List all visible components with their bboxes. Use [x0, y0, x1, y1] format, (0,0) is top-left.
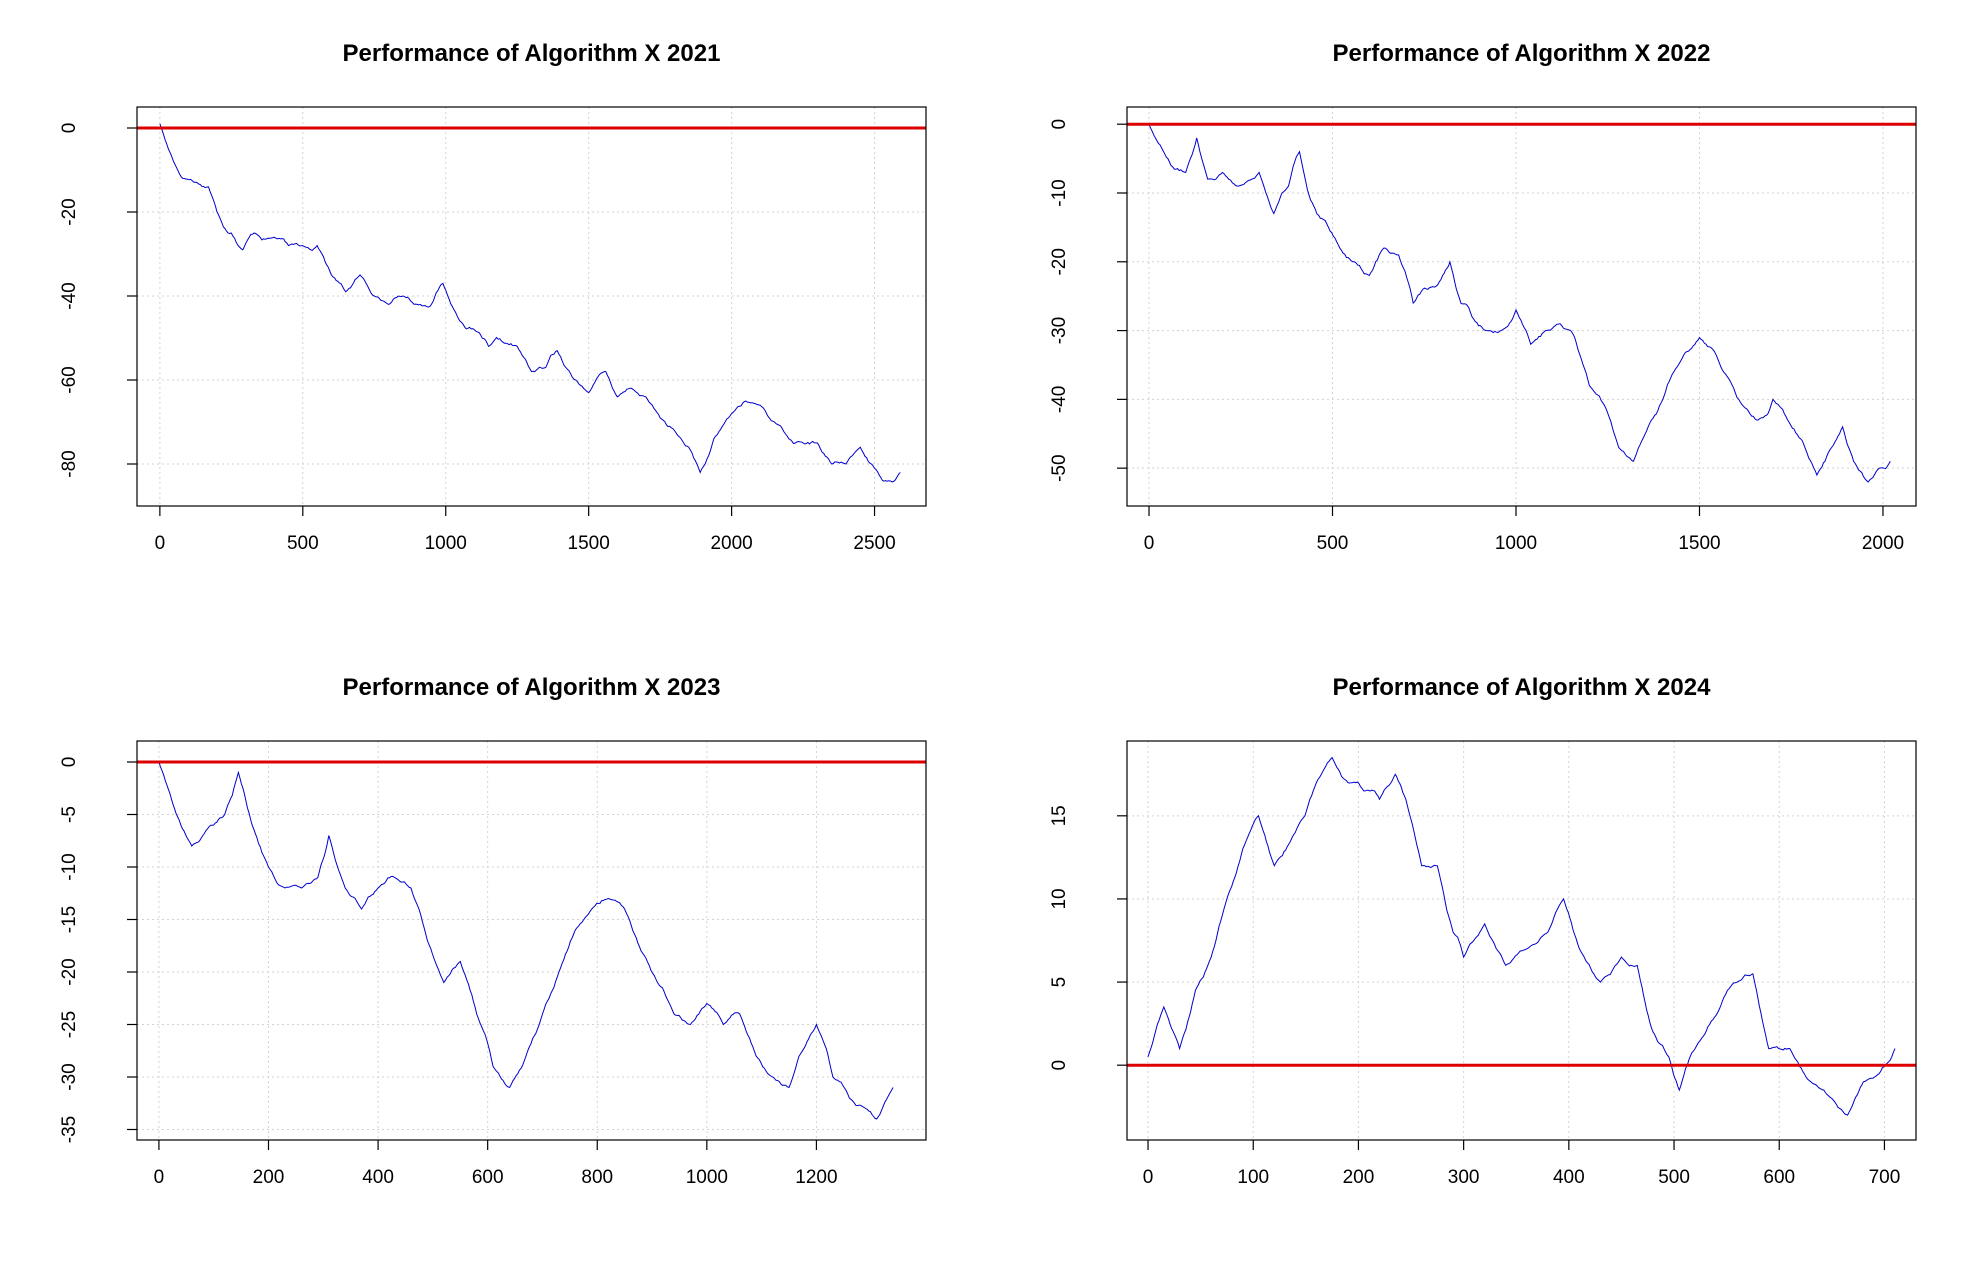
x-tick-label: 1000	[1495, 533, 1537, 554]
chart-title: Performance of Algorithm X 2022	[1333, 40, 1711, 67]
x-tick-label: 1000	[686, 1167, 728, 1188]
y-tick-label: 0	[1049, 1060, 1070, 1071]
chart-panel-2022: Performance of Algorithm X 2022 0 500 1000 1…	[990, 0, 1980, 640]
x-tick-label: 1500	[1678, 533, 1720, 554]
y-tick-label: -20	[59, 958, 80, 985]
x-tick-label: 2000	[1862, 533, 1904, 554]
plot-frame	[136, 106, 927, 507]
y-tick-label: -10	[59, 853, 80, 880]
plot-frame	[136, 740, 927, 1141]
y-tick-label: 0	[59, 757, 80, 768]
x-tick-label: 1000	[425, 533, 467, 554]
chart-svg-2021: Performance of Algorithm X 2021 0 500 1000 1…	[59, 40, 927, 554]
x-tick-label: 600	[472, 1167, 504, 1188]
x-tick-label: 200	[253, 1167, 285, 1188]
x-tick-label: 500	[1317, 533, 1349, 554]
x-tick-label: 0	[1143, 1167, 1154, 1188]
x-tick-label: 300	[1448, 1167, 1480, 1188]
y-tick-label: 10	[1049, 888, 1070, 909]
y-tick-label: -10	[1049, 179, 1070, 206]
x-tick-label: 1200	[795, 1167, 837, 1188]
y-tick-label: -15	[59, 906, 80, 933]
x-tick-label: 400	[362, 1167, 394, 1188]
y-tick-label: 15	[1049, 805, 1070, 826]
x-tick-label: 2000	[710, 533, 752, 554]
chart-panel-2023: Performance of Algorithm X 2023 0 200 400 60…	[0, 640, 990, 1287]
x-tick-label: 800	[581, 1167, 613, 1188]
chart-svg-2023: Performance of Algorithm X 2023 0 200 400 60…	[59, 674, 927, 1188]
y-tick-label: -60	[59, 366, 80, 393]
y-tick-label: -25	[59, 1011, 80, 1038]
plot-frame	[1126, 740, 1917, 1141]
series-line	[158, 761, 894, 1120]
x-tick-label: 400	[1553, 1167, 1585, 1188]
x-tick-label: 500	[1658, 1167, 1690, 1188]
y-tick-label: 0	[1049, 119, 1070, 130]
y-tick-label: -30	[59, 1063, 80, 1090]
y-tick-label: -20	[59, 198, 80, 225]
chart-svg-2022: Performance of Algorithm X 2022 0 500 1000 1…	[1049, 40, 1917, 554]
x-tick-label: 500	[287, 533, 319, 554]
y-tick-label: -50	[1049, 454, 1070, 481]
x-tick-label: 0	[154, 1167, 165, 1188]
y-tick-label: 0	[59, 123, 80, 134]
x-tick-label: 600	[1763, 1167, 1795, 1188]
x-tick-label: 700	[1869, 1167, 1901, 1188]
series-line	[159, 123, 901, 483]
chart-title: Performance of Algorithm X 2024	[1333, 674, 1712, 701]
y-tick-label: -30	[1049, 317, 1070, 344]
y-tick-label: -35	[59, 1116, 80, 1143]
x-tick-label: 0	[1144, 533, 1155, 554]
chart-title: Performance of Algorithm X 2023	[343, 674, 721, 701]
series-line	[1147, 756, 1896, 1116]
x-tick-label: 2500	[853, 533, 895, 554]
y-tick-label: -5	[59, 806, 80, 823]
chart-panel-2021: Performance of Algorithm X 2021 0 500 1000 1…	[0, 0, 990, 640]
x-tick-label: 100	[1237, 1167, 1269, 1188]
series-line	[1148, 124, 1891, 483]
y-tick-label: -40	[59, 282, 80, 309]
x-tick-label: 0	[155, 533, 166, 554]
x-tick-label: 200	[1343, 1167, 1375, 1188]
chart-title: Performance of Algorithm X 2021	[343, 40, 721, 67]
y-tick-label: 5	[1049, 977, 1070, 988]
y-tick-label: -40	[1049, 386, 1070, 413]
chart-panel-2024: Performance of Algorithm X 2024 0 100 200 30…	[990, 640, 1980, 1287]
plot-frame	[1126, 106, 1917, 507]
x-tick-label: 1500	[568, 533, 610, 554]
y-tick-label: -20	[1049, 248, 1070, 275]
y-tick-label: -80	[59, 450, 80, 477]
